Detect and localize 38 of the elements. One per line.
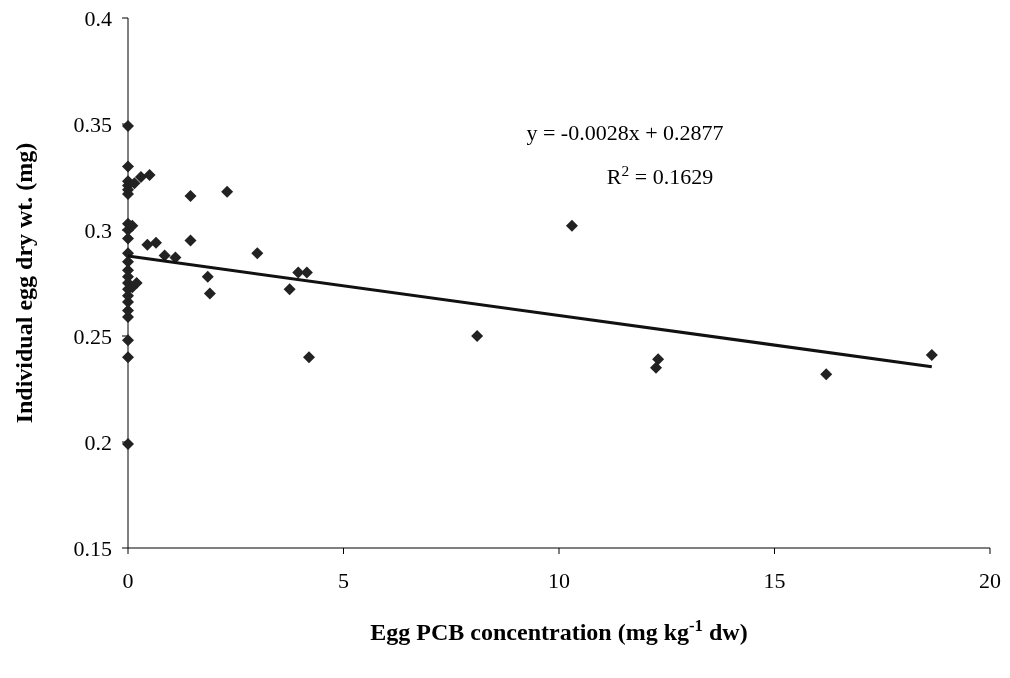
point [251, 247, 264, 260]
point [122, 334, 134, 347]
point [221, 185, 234, 198]
point [820, 368, 833, 381]
y-tick-label: 0.15 [73, 535, 112, 561]
annotation: y = -0.0028x + 0.2877 [526, 120, 724, 145]
x-axis-title: Egg PCB concentration (mg kg$^{-1}$ dw) [370, 615, 748, 645]
annotation: R$^{2}$ = 0.1629 [606, 161, 714, 189]
y-tick-label: 0.2 [84, 429, 112, 455]
point [303, 351, 316, 364]
y-tick-label: 0.25 [73, 323, 112, 349]
y-axis-title: Individual egg dry wt. (mg) [11, 142, 37, 424]
x-tick-label: 10 [548, 568, 570, 593]
point [652, 353, 665, 366]
point [122, 120, 134, 133]
x-tick-label: 5 [338, 568, 349, 593]
point [143, 168, 156, 181]
point [122, 160, 134, 173]
y-tick-label: 0.4 [84, 5, 112, 31]
point [122, 438, 134, 451]
x-tick-label: 15 [763, 568, 786, 593]
point [150, 236, 163, 249]
point [649, 361, 662, 374]
point [565, 219, 578, 232]
point [184, 234, 197, 247]
point [283, 283, 296, 296]
point [203, 287, 216, 300]
x-tick-label: 20 [979, 568, 1001, 593]
point [184, 190, 197, 203]
point [141, 238, 154, 251]
point [925, 349, 938, 362]
point [201, 270, 214, 283]
point [471, 330, 484, 342]
point [134, 171, 147, 183]
point [122, 351, 134, 364]
y-tick-label: 0.3 [84, 217, 112, 243]
x-tick-label: 0 [122, 568, 134, 593]
y-tick-label: 0.35 [73, 111, 112, 137]
